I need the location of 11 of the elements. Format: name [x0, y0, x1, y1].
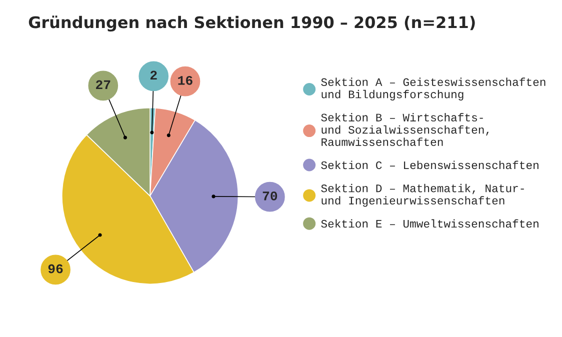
- data-label: 70: [262, 191, 278, 200]
- legend-label: Sektion B – Wirtschafts- und Sozialwissenschaften, Raumwissenschaften: [321, 113, 489, 146]
- legend-label: Sektion C – Lebenswissenschaften: [321, 160, 538, 170]
- chart-title: Gründungen nach Sektionen 1990 – 2025 (n=211): [28, 16, 475, 32]
- data-label: 96: [48, 264, 63, 274]
- data-label: 27: [96, 80, 110, 90]
- legend-label: Sektion A – Geisteswissenschaften und Bildungsforschung: [321, 78, 546, 101]
- legend-label: Sektion E – Umweltwissenschaften: [321, 219, 538, 228]
- data-label: 2: [150, 70, 157, 80]
- data-label: 16: [178, 76, 192, 85]
- legend-label: Sektion D – Mathematik, Natur- und Ingenieurwissenschaften: [321, 184, 524, 207]
